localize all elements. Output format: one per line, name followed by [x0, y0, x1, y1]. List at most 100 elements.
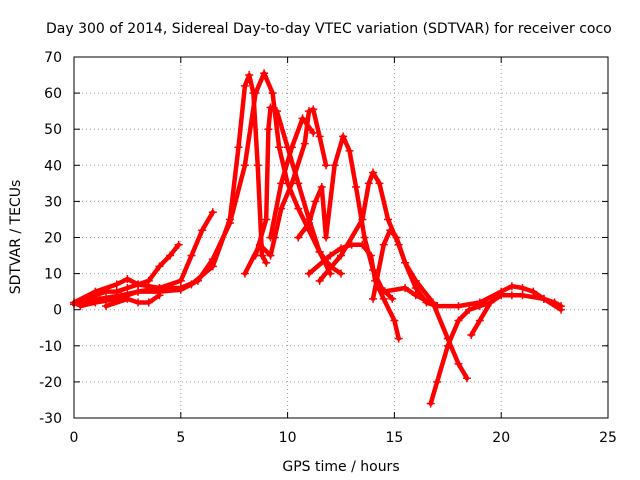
- data-point-marker: [539, 294, 548, 303]
- data-point-marker: [251, 89, 260, 98]
- x-tick-label: 0: [70, 430, 79, 446]
- data-point-marker: [433, 377, 442, 386]
- data-point-marker: [304, 269, 313, 278]
- data-point-marker: [379, 240, 388, 249]
- data-point-marker: [155, 291, 164, 300]
- data-point-marker: [277, 179, 286, 188]
- data-point-marker: [315, 247, 324, 256]
- series-layer: [70, 69, 566, 408]
- data-point-marker: [262, 215, 271, 224]
- series-prn-b: [71, 209, 216, 305]
- data-point-marker: [467, 330, 476, 339]
- data-point-marker: [475, 316, 484, 325]
- data-point-marker: [411, 276, 420, 285]
- data-point-marker: [358, 240, 367, 249]
- y-tick-label: 0: [53, 303, 62, 319]
- series-prn-d: [78, 70, 333, 309]
- data-point-marker: [304, 219, 313, 228]
- data-point-marker: [401, 284, 410, 293]
- data-point-marker: [294, 179, 303, 188]
- x-tick-label: 15: [385, 430, 403, 446]
- data-point-marker: [266, 251, 275, 260]
- data-point-marker: [315, 276, 324, 285]
- data-point-marker: [134, 280, 143, 289]
- data-point-marker: [309, 128, 318, 137]
- data-point-marker: [193, 276, 202, 285]
- data-point-marker: [144, 298, 153, 307]
- data-point-marker: [443, 341, 452, 350]
- data-point-marker: [208, 255, 217, 264]
- data-point-marker: [375, 179, 384, 188]
- data-point-marker: [287, 143, 296, 152]
- data-point-marker: [245, 71, 254, 80]
- data-point-marker: [123, 294, 132, 303]
- data-point-marker: [369, 294, 378, 303]
- data-point-marker: [277, 204, 286, 213]
- axis-ticks: [73, 56, 609, 419]
- data-point-marker: [388, 294, 397, 303]
- y-tick-label: 40: [44, 158, 62, 174]
- data-point-marker: [486, 298, 495, 307]
- y-tick-label: 20: [44, 231, 62, 247]
- y-tick-labels: -30 -20 -10 0 10 20 30 40 50 60 70: [39, 50, 62, 427]
- data-point-marker: [475, 298, 484, 307]
- data-point-marker: [268, 89, 277, 98]
- data-point-marker: [497, 291, 506, 300]
- data-point-marker: [266, 233, 275, 242]
- data-point-marker: [300, 139, 309, 148]
- data-point-marker: [311, 197, 320, 206]
- data-point-marker: [304, 107, 313, 116]
- data-point-marker: [507, 291, 516, 300]
- y-tick-label: 30: [44, 194, 62, 210]
- data-point-marker: [518, 291, 527, 300]
- data-point-marker: [454, 316, 463, 325]
- y-tick-label: 50: [44, 122, 62, 138]
- data-point-marker: [518, 284, 527, 293]
- data-point-marker: [262, 258, 271, 267]
- y-tick-label: -20: [39, 375, 62, 391]
- data-point-marker: [123, 275, 132, 284]
- data-point-marker: [275, 143, 284, 152]
- y-tick-label: -30: [39, 411, 62, 427]
- data-point-marker: [383, 215, 392, 224]
- data-point-marker: [322, 161, 331, 170]
- data-point-marker: [351, 182, 360, 191]
- data-point-marker: [345, 146, 354, 155]
- data-point-marker: [298, 114, 307, 123]
- data-point-marker: [463, 374, 472, 383]
- data-point-marker: [176, 276, 185, 285]
- data-point-marker: [134, 298, 143, 307]
- data-point-marker: [390, 316, 399, 325]
- data-point-marker: [315, 132, 324, 141]
- x-tick-label: 10: [279, 430, 297, 446]
- data-point-marker: [187, 251, 196, 260]
- data-point-marker: [176, 284, 185, 293]
- data-point-marker: [364, 179, 373, 188]
- data-point-marker: [123, 284, 132, 293]
- data-point-marker: [260, 69, 269, 78]
- data-point-marker: [253, 161, 262, 170]
- data-point-marker: [337, 269, 345, 278]
- data-point-marker: [76, 302, 85, 311]
- data-point-marker: [411, 284, 420, 293]
- data-point-marker: [330, 161, 339, 170]
- data-point-marker: [358, 215, 367, 224]
- data-point-marker: [174, 240, 183, 249]
- data-point-marker: [401, 258, 410, 267]
- data-point-marker: [465, 305, 474, 314]
- data-point-marker: [557, 305, 566, 314]
- data-point-marker: [326, 251, 335, 260]
- data-point-marker: [294, 233, 303, 242]
- series-prn-j: [306, 242, 401, 341]
- data-point-marker: [411, 291, 420, 300]
- data-point-marker: [91, 298, 100, 307]
- data-point-marker: [366, 251, 375, 260]
- data-point-marker: [234, 143, 243, 152]
- data-point-marker: [454, 302, 463, 311]
- data-point-marker: [379, 294, 388, 303]
- data-point-marker: [392, 233, 401, 242]
- data-point-marker: [240, 81, 249, 90]
- x-tick-label: 20: [492, 430, 510, 446]
- data-point-marker: [144, 276, 153, 285]
- y-tick-label: 70: [44, 50, 62, 66]
